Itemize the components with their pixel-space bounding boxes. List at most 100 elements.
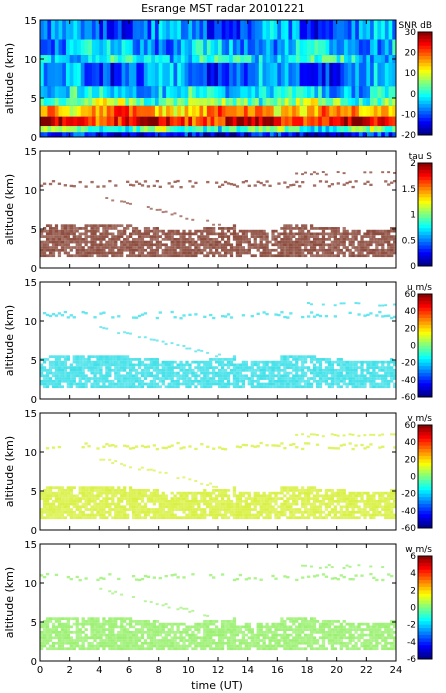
data-cell — [188, 254, 192, 258]
data-cell — [309, 232, 314, 236]
heatmap-cell — [180, 86, 186, 98]
data-cell — [215, 366, 219, 369]
data-cell — [298, 374, 302, 378]
heatmap-cell — [358, 62, 364, 87]
data-cell — [348, 499, 352, 503]
data-cell — [387, 382, 391, 386]
data-cell — [48, 636, 53, 640]
heatmap-cell — [269, 98, 275, 106]
data-cell — [256, 243, 260, 247]
data-cell — [318, 385, 323, 389]
data-cell — [179, 366, 183, 369]
heatmap-cell — [269, 55, 275, 63]
data-cell — [66, 494, 70, 498]
data-cell — [60, 489, 65, 492]
data-cell — [250, 368, 254, 372]
data-cell — [280, 254, 284, 258]
heatmap-cell — [243, 105, 249, 117]
data-cell — [60, 633, 65, 637]
data-cell — [105, 443, 109, 446]
data-cell — [333, 494, 337, 498]
data-cell — [292, 516, 296, 520]
data-cell — [105, 494, 109, 498]
data-cell — [312, 232, 317, 236]
data-cell — [357, 243, 361, 247]
data-cell — [215, 181, 219, 184]
data-cell — [72, 316, 76, 319]
data-cell — [111, 227, 115, 230]
heatmap-cell — [314, 20, 319, 40]
data-cell — [309, 246, 314, 249]
data-cell — [354, 377, 358, 380]
data-cell — [232, 358, 237, 361]
colorbar-swatch — [418, 476, 432, 481]
heatmap-cell — [366, 20, 371, 40]
data-cell — [63, 625, 67, 629]
data-cell — [66, 510, 70, 514]
data-cell — [292, 442, 296, 446]
data-cell — [72, 368, 76, 372]
heatmap-cell — [281, 39, 286, 56]
data-cell — [105, 235, 109, 238]
data-cell — [312, 516, 317, 520]
data-cell — [342, 246, 346, 249]
data-cell — [149, 382, 154, 386]
data-cell — [315, 516, 320, 520]
data-cell — [223, 232, 228, 236]
heatmap-cell — [214, 86, 219, 98]
data-cell — [194, 513, 198, 517]
data-cell — [212, 505, 216, 509]
data-cell — [307, 385, 311, 389]
data-cell — [301, 227, 305, 230]
data-cell — [304, 360, 308, 364]
data-cell — [48, 497, 53, 500]
heatmap-cell — [381, 126, 386, 133]
data-cell — [244, 179, 248, 183]
heatmap-cell — [325, 62, 330, 87]
heatmap-cell — [218, 20, 223, 40]
data-cell — [152, 363, 156, 367]
data-cell — [265, 360, 269, 364]
heatmap-cell — [288, 86, 293, 98]
data-cell — [209, 502, 213, 506]
heatmap-cell — [180, 55, 186, 63]
colorbar-frame — [417, 293, 433, 398]
data-cell — [155, 513, 159, 517]
data-cell — [304, 489, 308, 492]
data-cell — [126, 499, 130, 503]
heatmap-cell — [195, 55, 200, 63]
data-cell — [218, 363, 222, 367]
data-cell — [69, 491, 73, 495]
data-cell — [185, 385, 189, 389]
data-cell — [93, 227, 97, 230]
data-cell — [114, 184, 118, 187]
data-cell — [84, 311, 88, 315]
heatmap-cell — [240, 20, 245, 40]
data-cell — [143, 336, 147, 339]
data-cell — [173, 212, 177, 215]
data-cell — [137, 371, 142, 375]
data-cell — [63, 502, 67, 506]
data-cell — [57, 374, 62, 378]
data-cell — [87, 379, 91, 383]
data-cell — [369, 377, 373, 380]
data-cell — [66, 497, 70, 500]
heatmap-cell — [110, 39, 115, 56]
data-cell — [126, 243, 130, 247]
data-cell — [315, 489, 320, 492]
data-cell — [87, 368, 91, 372]
heatmap-cell — [69, 116, 74, 127]
colorbar-swatch — [418, 190, 432, 195]
data-cell — [301, 224, 305, 228]
data-cell — [351, 371, 355, 375]
data-cell — [152, 494, 156, 498]
data-cell — [253, 445, 257, 448]
data-cell — [256, 491, 260, 495]
heatmap-cell — [344, 86, 349, 98]
data-cell — [369, 229, 373, 233]
data-cell — [292, 235, 296, 238]
colorbar-swatch — [418, 169, 432, 174]
data-cell — [226, 182, 231, 185]
data-cell — [229, 246, 234, 249]
heatmap-cell — [247, 55, 252, 63]
